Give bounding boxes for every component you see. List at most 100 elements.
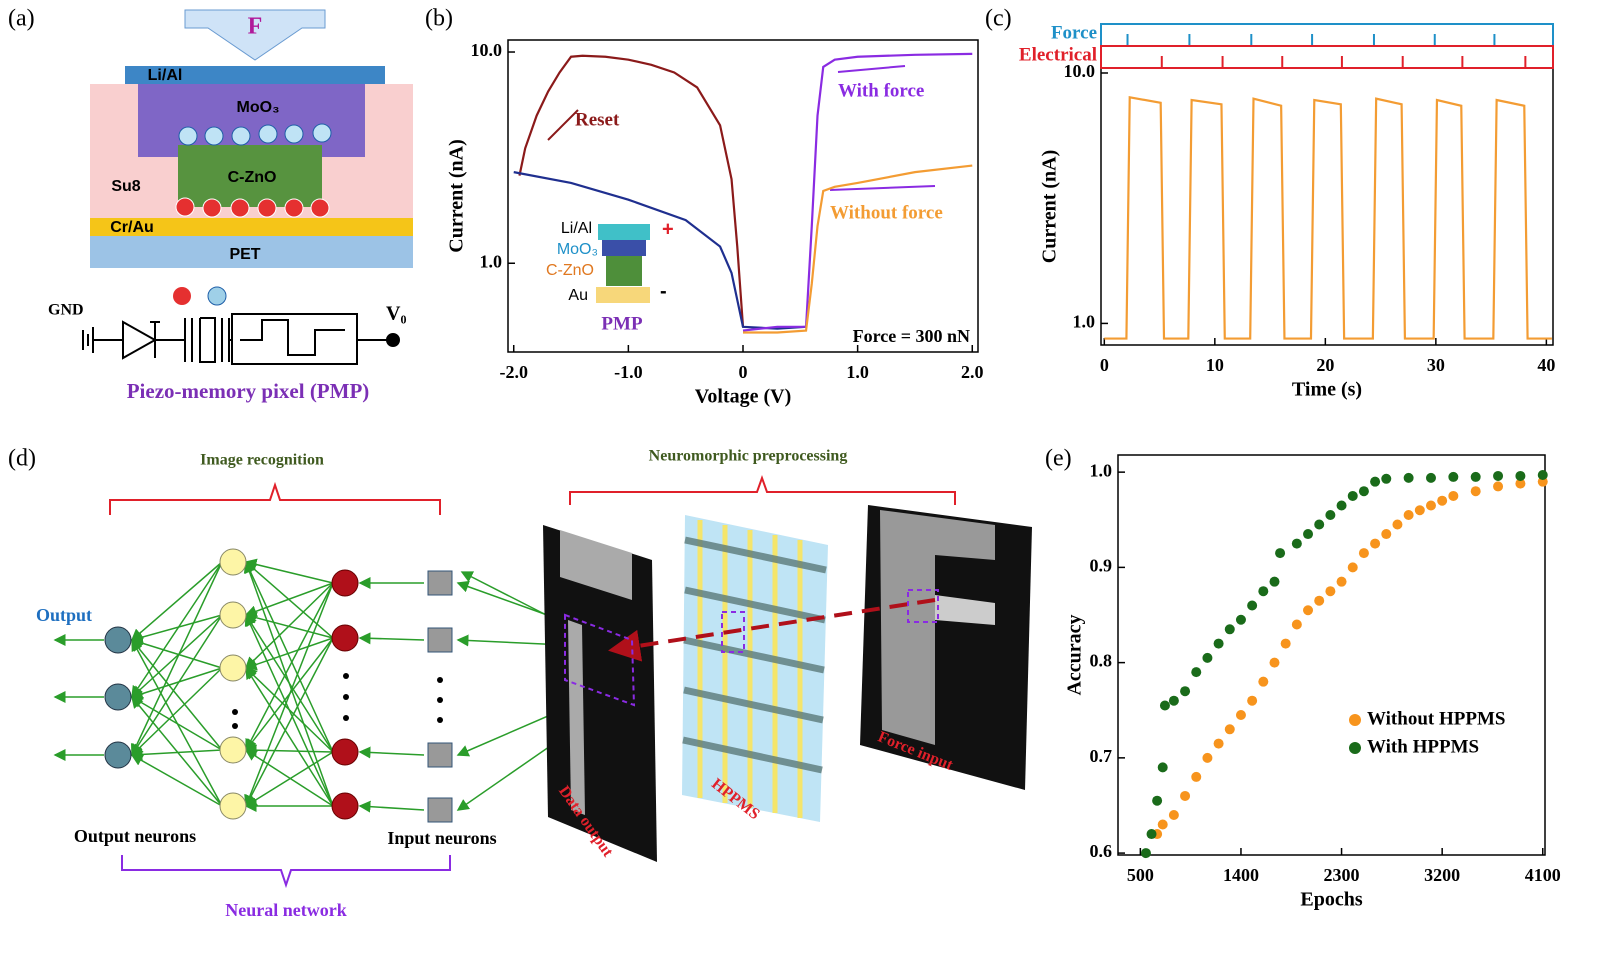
point [1213, 638, 1224, 649]
inset-label: C-ZnO [546, 262, 594, 279]
highlight [564, 589, 939, 707]
line [742, 52, 973, 332]
point [1381, 529, 1392, 540]
layer-label: Input neurons [387, 828, 496, 848]
input-neuron [331, 624, 359, 652]
panel-a: (a) F Li/Al MoO₃ C-ZnO Su8 Cr/Au PET GND… [8, 6, 413, 403]
point [1275, 548, 1286, 559]
point [1470, 471, 1481, 482]
point [1537, 470, 1548, 480]
connection [244, 558, 334, 584]
caption: Piezo-memory pixel (PMP) [127, 379, 370, 403]
line [743, 164, 973, 334]
legend-marker [1349, 714, 1361, 726]
connection [243, 560, 334, 807]
point [1314, 519, 1325, 530]
output-neuron [104, 741, 132, 769]
point [1448, 471, 1459, 482]
ellipsis-dot [232, 723, 238, 729]
panel-label: (d) [8, 446, 36, 472]
output-label: Output [36, 605, 92, 625]
point [1180, 686, 1191, 697]
point [1425, 500, 1436, 511]
connection [358, 632, 425, 645]
grid-lines [682, 536, 827, 774]
point [1470, 486, 1481, 497]
point [1157, 762, 1168, 773]
input-pixel [427, 797, 453, 823]
point [1280, 638, 1291, 649]
panel-label: (b) [425, 6, 453, 32]
point [1235, 614, 1246, 625]
heading: Image recognition [200, 452, 324, 469]
panel-label: (e) [1045, 446, 1072, 472]
heading: Neuromorphic preprocessing [649, 448, 848, 465]
connection [245, 582, 334, 752]
x-tick-label: 0 [739, 362, 748, 382]
point [1314, 595, 1325, 606]
x-tick-label: 20 [1316, 355, 1334, 375]
point [1325, 586, 1336, 597]
point [1403, 472, 1414, 483]
point [1303, 605, 1314, 616]
plus-icon [173, 287, 191, 305]
y-tick-label: 10.0 [471, 40, 503, 60]
legend-marker [1349, 742, 1361, 754]
layer-label: MoO₃ [237, 99, 280, 116]
point [1358, 548, 1369, 559]
inset-layer [596, 287, 650, 303]
point [1224, 624, 1235, 635]
connection [460, 571, 561, 623]
hidden-neuron [219, 548, 247, 576]
connection [244, 582, 334, 618]
connection [130, 614, 223, 643]
point [1381, 473, 1392, 484]
point [1269, 576, 1280, 587]
input-pixel [427, 627, 453, 653]
connection [244, 560, 334, 753]
point [1258, 586, 1269, 597]
gnd-label: GND [48, 302, 84, 319]
connection [244, 744, 334, 757]
pulse-row [1100, 23, 1554, 47]
output-neuron [104, 683, 132, 711]
hidden-neuron [219, 736, 247, 764]
series-label: With force [838, 80, 924, 101]
y-axis-label: Accuracy [1064, 614, 1086, 695]
minus-icon [207, 286, 227, 306]
y-tick-label: 0.7 [1090, 746, 1113, 766]
point [1191, 771, 1202, 782]
x-tick-label: 500 [1127, 865, 1154, 885]
plot-frame [1117, 454, 1546, 856]
cr-au [90, 218, 413, 236]
y-tick-label: 0.6 [1090, 841, 1113, 861]
layer-label: C-ZnO [228, 169, 277, 186]
x-tick-label: 10 [1206, 355, 1224, 375]
point [1291, 538, 1302, 549]
legend-label: Without HPPMS [1367, 708, 1505, 729]
x-tick-label: -2.0 [499, 362, 528, 382]
inset-layer [602, 240, 646, 256]
connection [245, 666, 334, 807]
point [1347, 562, 1358, 573]
legend-label: With HPPMS [1367, 736, 1479, 757]
arrow [829, 65, 936, 191]
connection [244, 749, 334, 807]
layer-label: PET [229, 246, 260, 263]
point [1291, 619, 1302, 630]
point [1425, 472, 1436, 483]
annotation: Force = 300 nN [853, 326, 970, 346]
network-label: Neural network [225, 900, 346, 920]
x-tick-label: 30 [1427, 355, 1445, 375]
pixel [560, 530, 632, 600]
connection [244, 637, 334, 671]
x-tick-label: 40 [1537, 355, 1555, 375]
point [1515, 478, 1526, 489]
connection [131, 638, 223, 751]
point [1336, 500, 1347, 511]
point [1515, 470, 1526, 481]
input-neuron [331, 569, 359, 597]
connection [358, 800, 425, 813]
x-axis-label: Epochs [1300, 889, 1362, 911]
